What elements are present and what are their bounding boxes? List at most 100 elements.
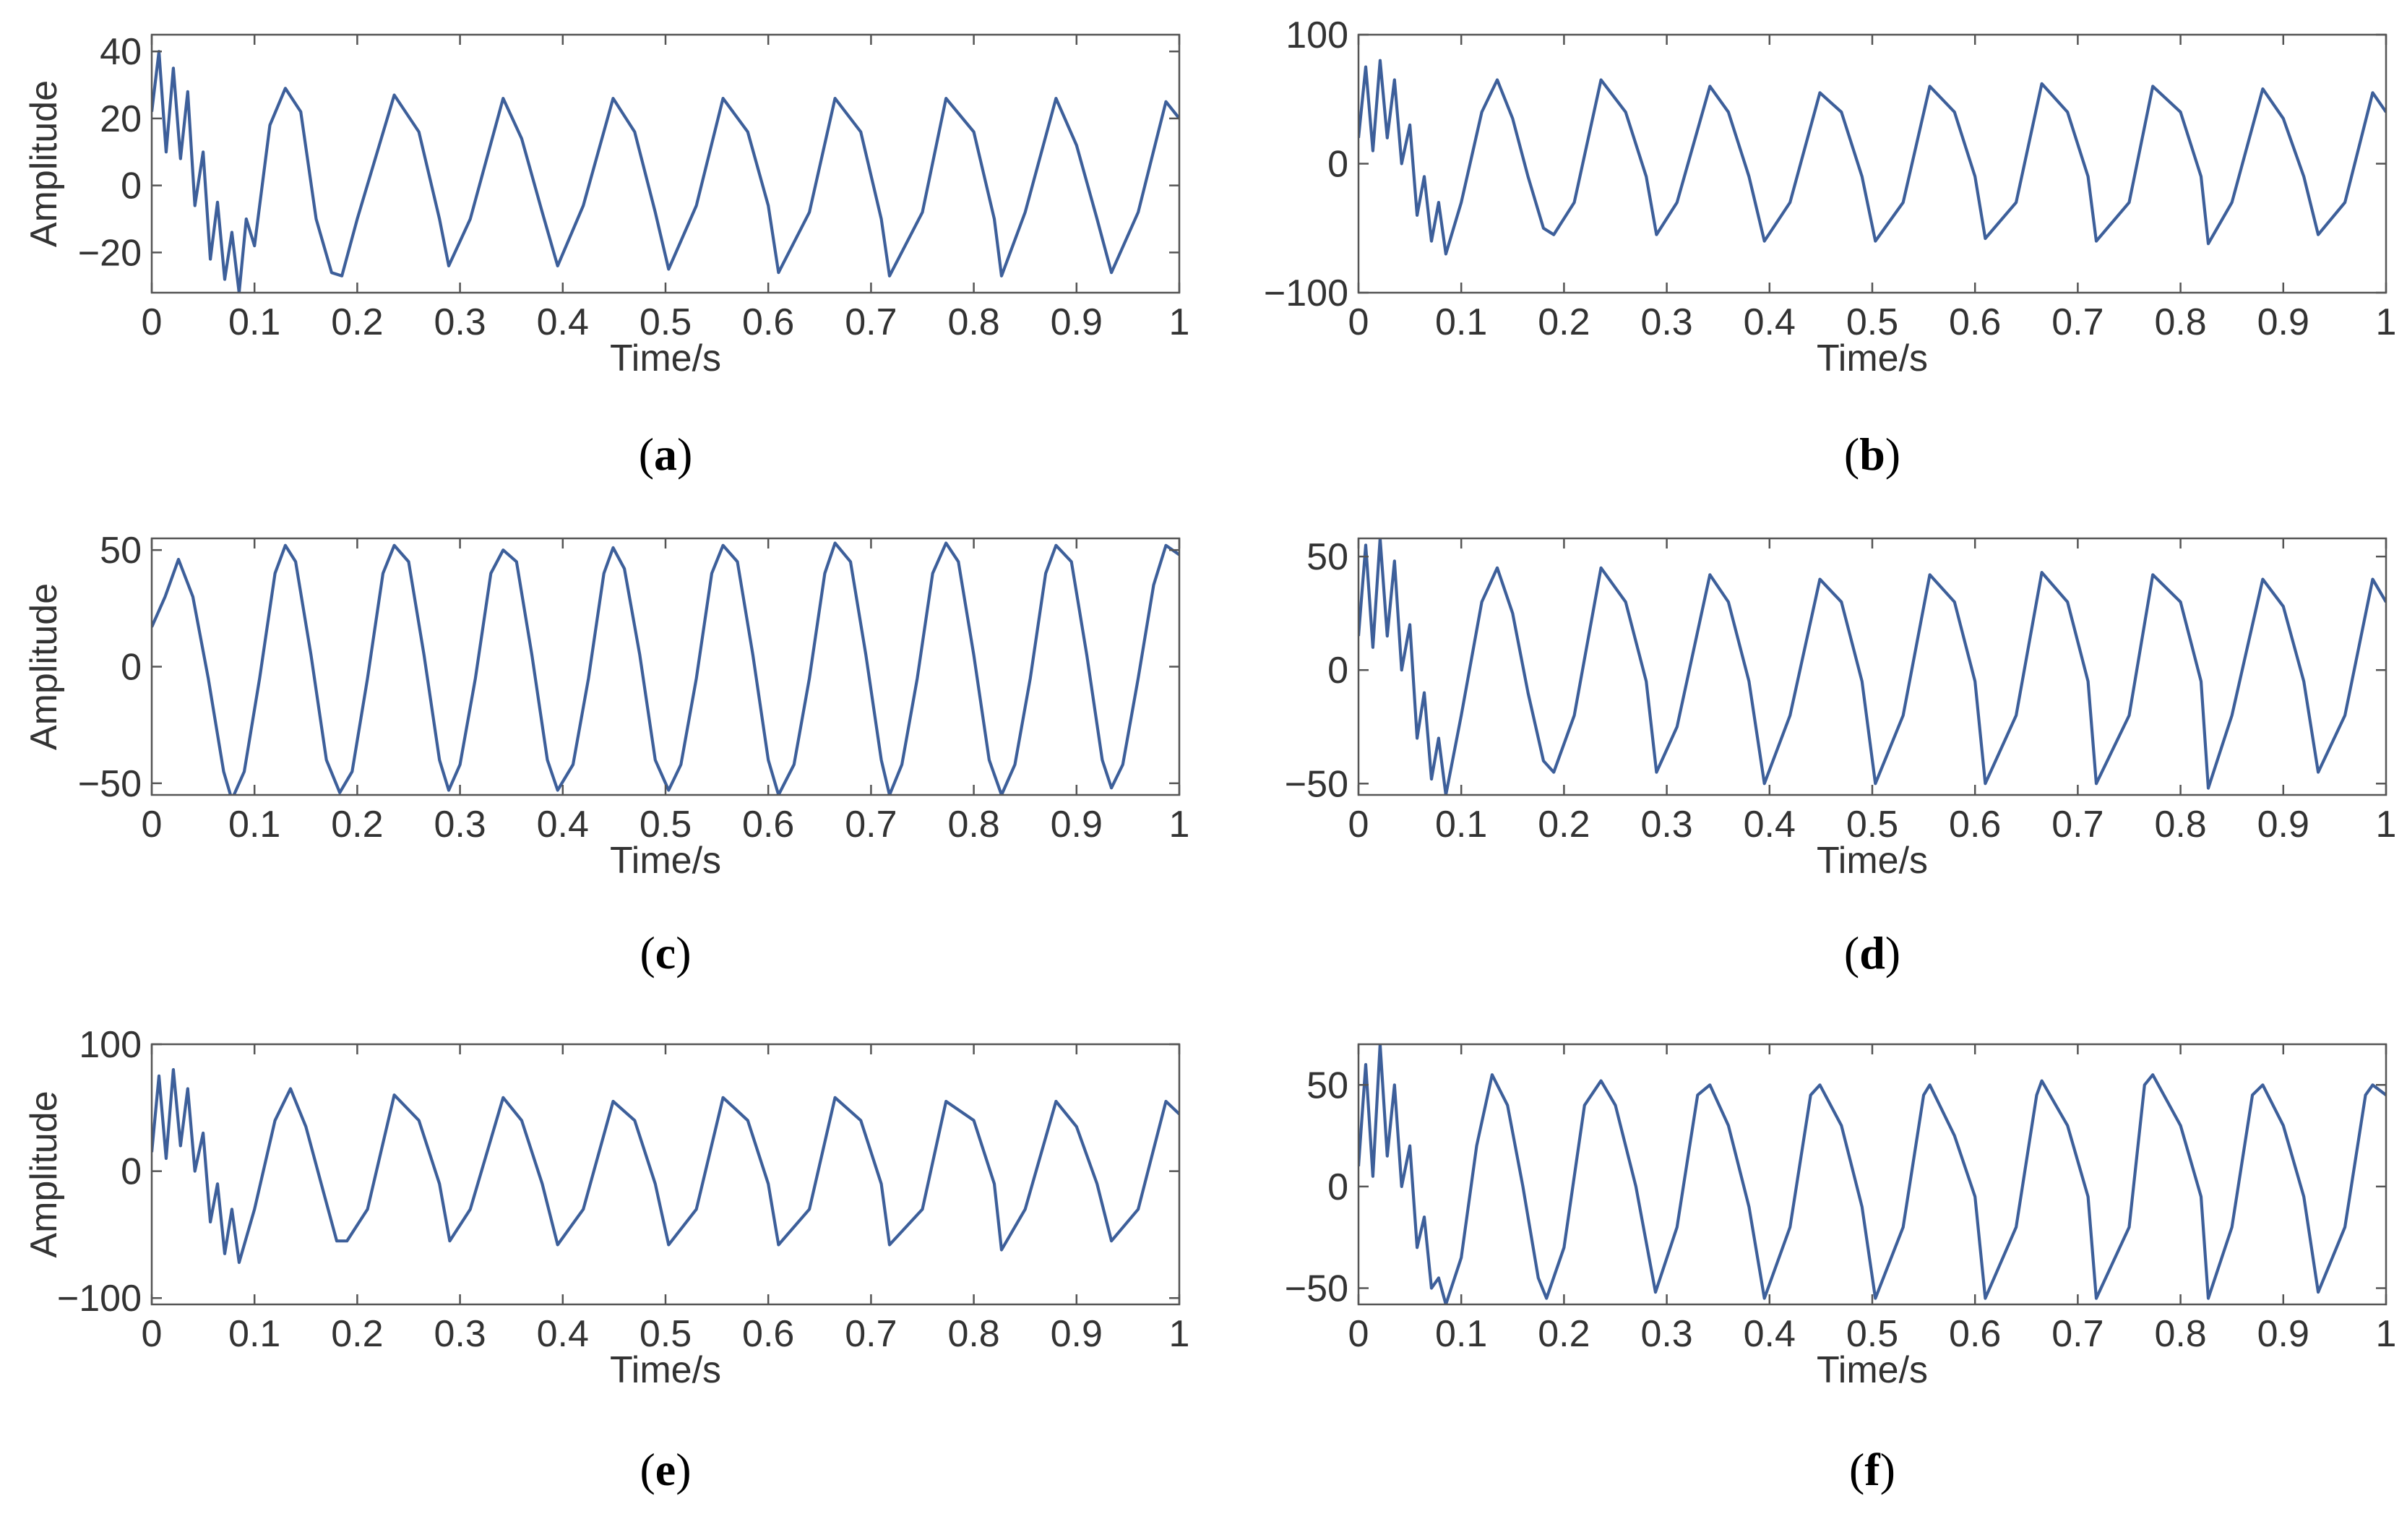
x-tick-label-b: 0 bbox=[1348, 301, 1369, 343]
x-tick-label-e: 0.3 bbox=[434, 1313, 486, 1355]
x-tick-label-d: 0 bbox=[1348, 804, 1369, 846]
x-tick-label-c: 0.4 bbox=[537, 804, 589, 846]
series-line-b bbox=[1358, 59, 2386, 256]
caption-paren: ( bbox=[1849, 1444, 1864, 1495]
x-tick-label-d: 1 bbox=[2376, 804, 2397, 846]
x-tick-label-a: 0 bbox=[142, 301, 163, 343]
x-tick-label-a: 1 bbox=[1169, 301, 1190, 343]
y-tick-label-c: 0 bbox=[121, 647, 142, 689]
plot-frame-e bbox=[150, 1043, 1181, 1306]
x-tick-label-c: 0.2 bbox=[331, 804, 383, 846]
caption-paren: ( bbox=[1844, 927, 1859, 978]
x-tick-label-e: 0.8 bbox=[947, 1313, 999, 1355]
x-tick-label-a: 0.8 bbox=[947, 301, 999, 343]
x-tick-label-c: 0.9 bbox=[1051, 804, 1103, 846]
x-axis-label-e: Time/s bbox=[610, 1349, 721, 1391]
panel-caption-a: (a) bbox=[639, 429, 693, 480]
x-tick-label-b: 0.1 bbox=[1435, 301, 1487, 343]
caption-paren: ( bbox=[640, 1444, 655, 1495]
x-tick-label-b: 1 bbox=[2376, 301, 2397, 343]
y-tick-label-a: −20 bbox=[78, 232, 142, 274]
x-tick-label-c: 0.5 bbox=[640, 804, 692, 846]
x-tick-label-e: 0.7 bbox=[845, 1313, 897, 1355]
plot-frame-f bbox=[1357, 1043, 2387, 1306]
chart-panel-a: 0 0.1 0.2 0.3 0.4 0.5 0.6 0.7 0.8 0.9 140200−20Tim… bbox=[23, 31, 1189, 480]
x-tick-label-d: 0.5 bbox=[1846, 804, 1898, 846]
x-tick-label-a: 0.7 bbox=[845, 301, 897, 343]
x-tick-label-c: 0.3 bbox=[434, 804, 486, 846]
y-tick-label-d: 50 bbox=[1306, 536, 1348, 578]
y-tick-label-e: 0 bbox=[121, 1151, 142, 1193]
x-tick-label-c: 1 bbox=[1169, 804, 1190, 846]
x-tick-label-f: 0.7 bbox=[2051, 1313, 2104, 1355]
x-tick-label-e: 0.5 bbox=[640, 1313, 692, 1355]
series-line-f bbox=[1358, 1044, 2386, 1304]
x-axis-label-a: Time/s bbox=[610, 337, 721, 379]
caption-paren: ( bbox=[1844, 429, 1859, 480]
x-tick-label-e: 0 bbox=[142, 1313, 163, 1355]
x-tick-label-c: 0 bbox=[142, 804, 163, 846]
caption-letter: a bbox=[654, 429, 677, 480]
x-tick-label-f: 0 bbox=[1348, 1313, 1369, 1355]
x-tick-label-c: 0.7 bbox=[845, 804, 897, 846]
caption-letter: c bbox=[655, 927, 676, 978]
x-tick-label-e: 0.6 bbox=[742, 1313, 794, 1355]
series-line-a bbox=[152, 50, 1179, 293]
caption-paren: ) bbox=[1880, 1444, 1895, 1495]
x-tick-label-f: 0.4 bbox=[1744, 1313, 1796, 1355]
plot-frame-b bbox=[1357, 33, 2387, 294]
caption-paren: ) bbox=[1885, 927, 1900, 978]
chart-panel-c: 0 0.1 0.2 0.3 0.4 0.5 0.6 0.7 0.8 0.9 1500−50Time/… bbox=[23, 530, 1189, 978]
chart-panel-f: 0 0.1 0.2 0.3 0.4 0.5 0.6 0.7 0.8 0.9 1500−50Time/… bbox=[1285, 1043, 2397, 1495]
x-axis-label-d: Time/s bbox=[1817, 840, 1928, 882]
y-tick-label-b: 0 bbox=[1327, 144, 1348, 186]
x-tick-label-d: 0.6 bbox=[1949, 804, 2001, 846]
caption-paren: ) bbox=[676, 927, 691, 978]
y-tick-label-f: −50 bbox=[1285, 1268, 1348, 1310]
caption-paren: ) bbox=[1885, 429, 1900, 480]
caption-paren: ) bbox=[676, 1444, 691, 1495]
x-tick-label-a: 0.4 bbox=[537, 301, 589, 343]
x-tick-label-e: 0.2 bbox=[331, 1313, 383, 1355]
series-line-d bbox=[1358, 538, 2386, 795]
y-axis-label-e: Amplitude bbox=[23, 1091, 65, 1257]
y-tick-label-a: 0 bbox=[121, 165, 142, 207]
caption-letter: e bbox=[655, 1444, 676, 1495]
y-tick-label-e: 100 bbox=[79, 1024, 142, 1066]
x-tick-label-f: 0.1 bbox=[1435, 1313, 1487, 1355]
x-tick-label-c: 0.1 bbox=[228, 804, 280, 846]
y-tick-label-d: −50 bbox=[1285, 763, 1348, 805]
y-tick-label-e: −100 bbox=[57, 1278, 142, 1320]
panel-caption-f: (f) bbox=[1849, 1444, 1895, 1495]
x-tick-label-e: 0.4 bbox=[537, 1313, 589, 1355]
x-tick-label-f: 1 bbox=[2376, 1313, 2397, 1355]
caption-letter: b bbox=[1859, 429, 1885, 480]
chart-panel-b: 0 0.1 0.2 0.3 0.4 0.5 0.6 0.7 0.8 0.9 11000−100Tim… bbox=[1264, 14, 2397, 480]
x-tick-label-d: 0.7 bbox=[2051, 804, 2104, 846]
panel-caption-c: (c) bbox=[640, 927, 691, 978]
caption-paren: ( bbox=[640, 927, 655, 978]
x-tick-label-c: 0.8 bbox=[947, 804, 999, 846]
chart-panel-d: 0 0.1 0.2 0.3 0.4 0.5 0.6 0.7 0.8 0.9 1500−50Time/… bbox=[1285, 536, 2397, 978]
x-tick-label-b: 0.2 bbox=[1538, 301, 1590, 343]
caption-paren: ( bbox=[639, 429, 654, 480]
x-tick-label-f: 0.6 bbox=[1949, 1313, 2001, 1355]
x-tick-label-f: 0.8 bbox=[2154, 1313, 2206, 1355]
x-tick-label-d: 0.3 bbox=[1640, 804, 1692, 846]
plot-frame-c bbox=[150, 537, 1181, 796]
x-tick-label-d: 0.4 bbox=[1744, 804, 1796, 846]
y-tick-label-c: 50 bbox=[100, 530, 142, 572]
x-tick-label-d: 0.9 bbox=[2257, 804, 2309, 846]
x-tick-label-f: 0.2 bbox=[1538, 1313, 1590, 1355]
x-tick-label-e: 0.1 bbox=[228, 1313, 280, 1355]
x-axis-label-b: Time/s bbox=[1817, 337, 1928, 379]
y-tick-label-d: 0 bbox=[1327, 650, 1348, 692]
panel-caption-b: (b) bbox=[1844, 429, 1900, 480]
x-tick-label-d: 0.8 bbox=[2154, 804, 2206, 846]
y-tick-label-a: 40 bbox=[100, 31, 142, 73]
x-tick-label-b: 0.7 bbox=[2051, 301, 2104, 343]
y-tick-label-a: 20 bbox=[100, 98, 142, 140]
x-tick-label-a: 0.6 bbox=[742, 301, 794, 343]
y-tick-label-b: 100 bbox=[1286, 14, 1348, 56]
